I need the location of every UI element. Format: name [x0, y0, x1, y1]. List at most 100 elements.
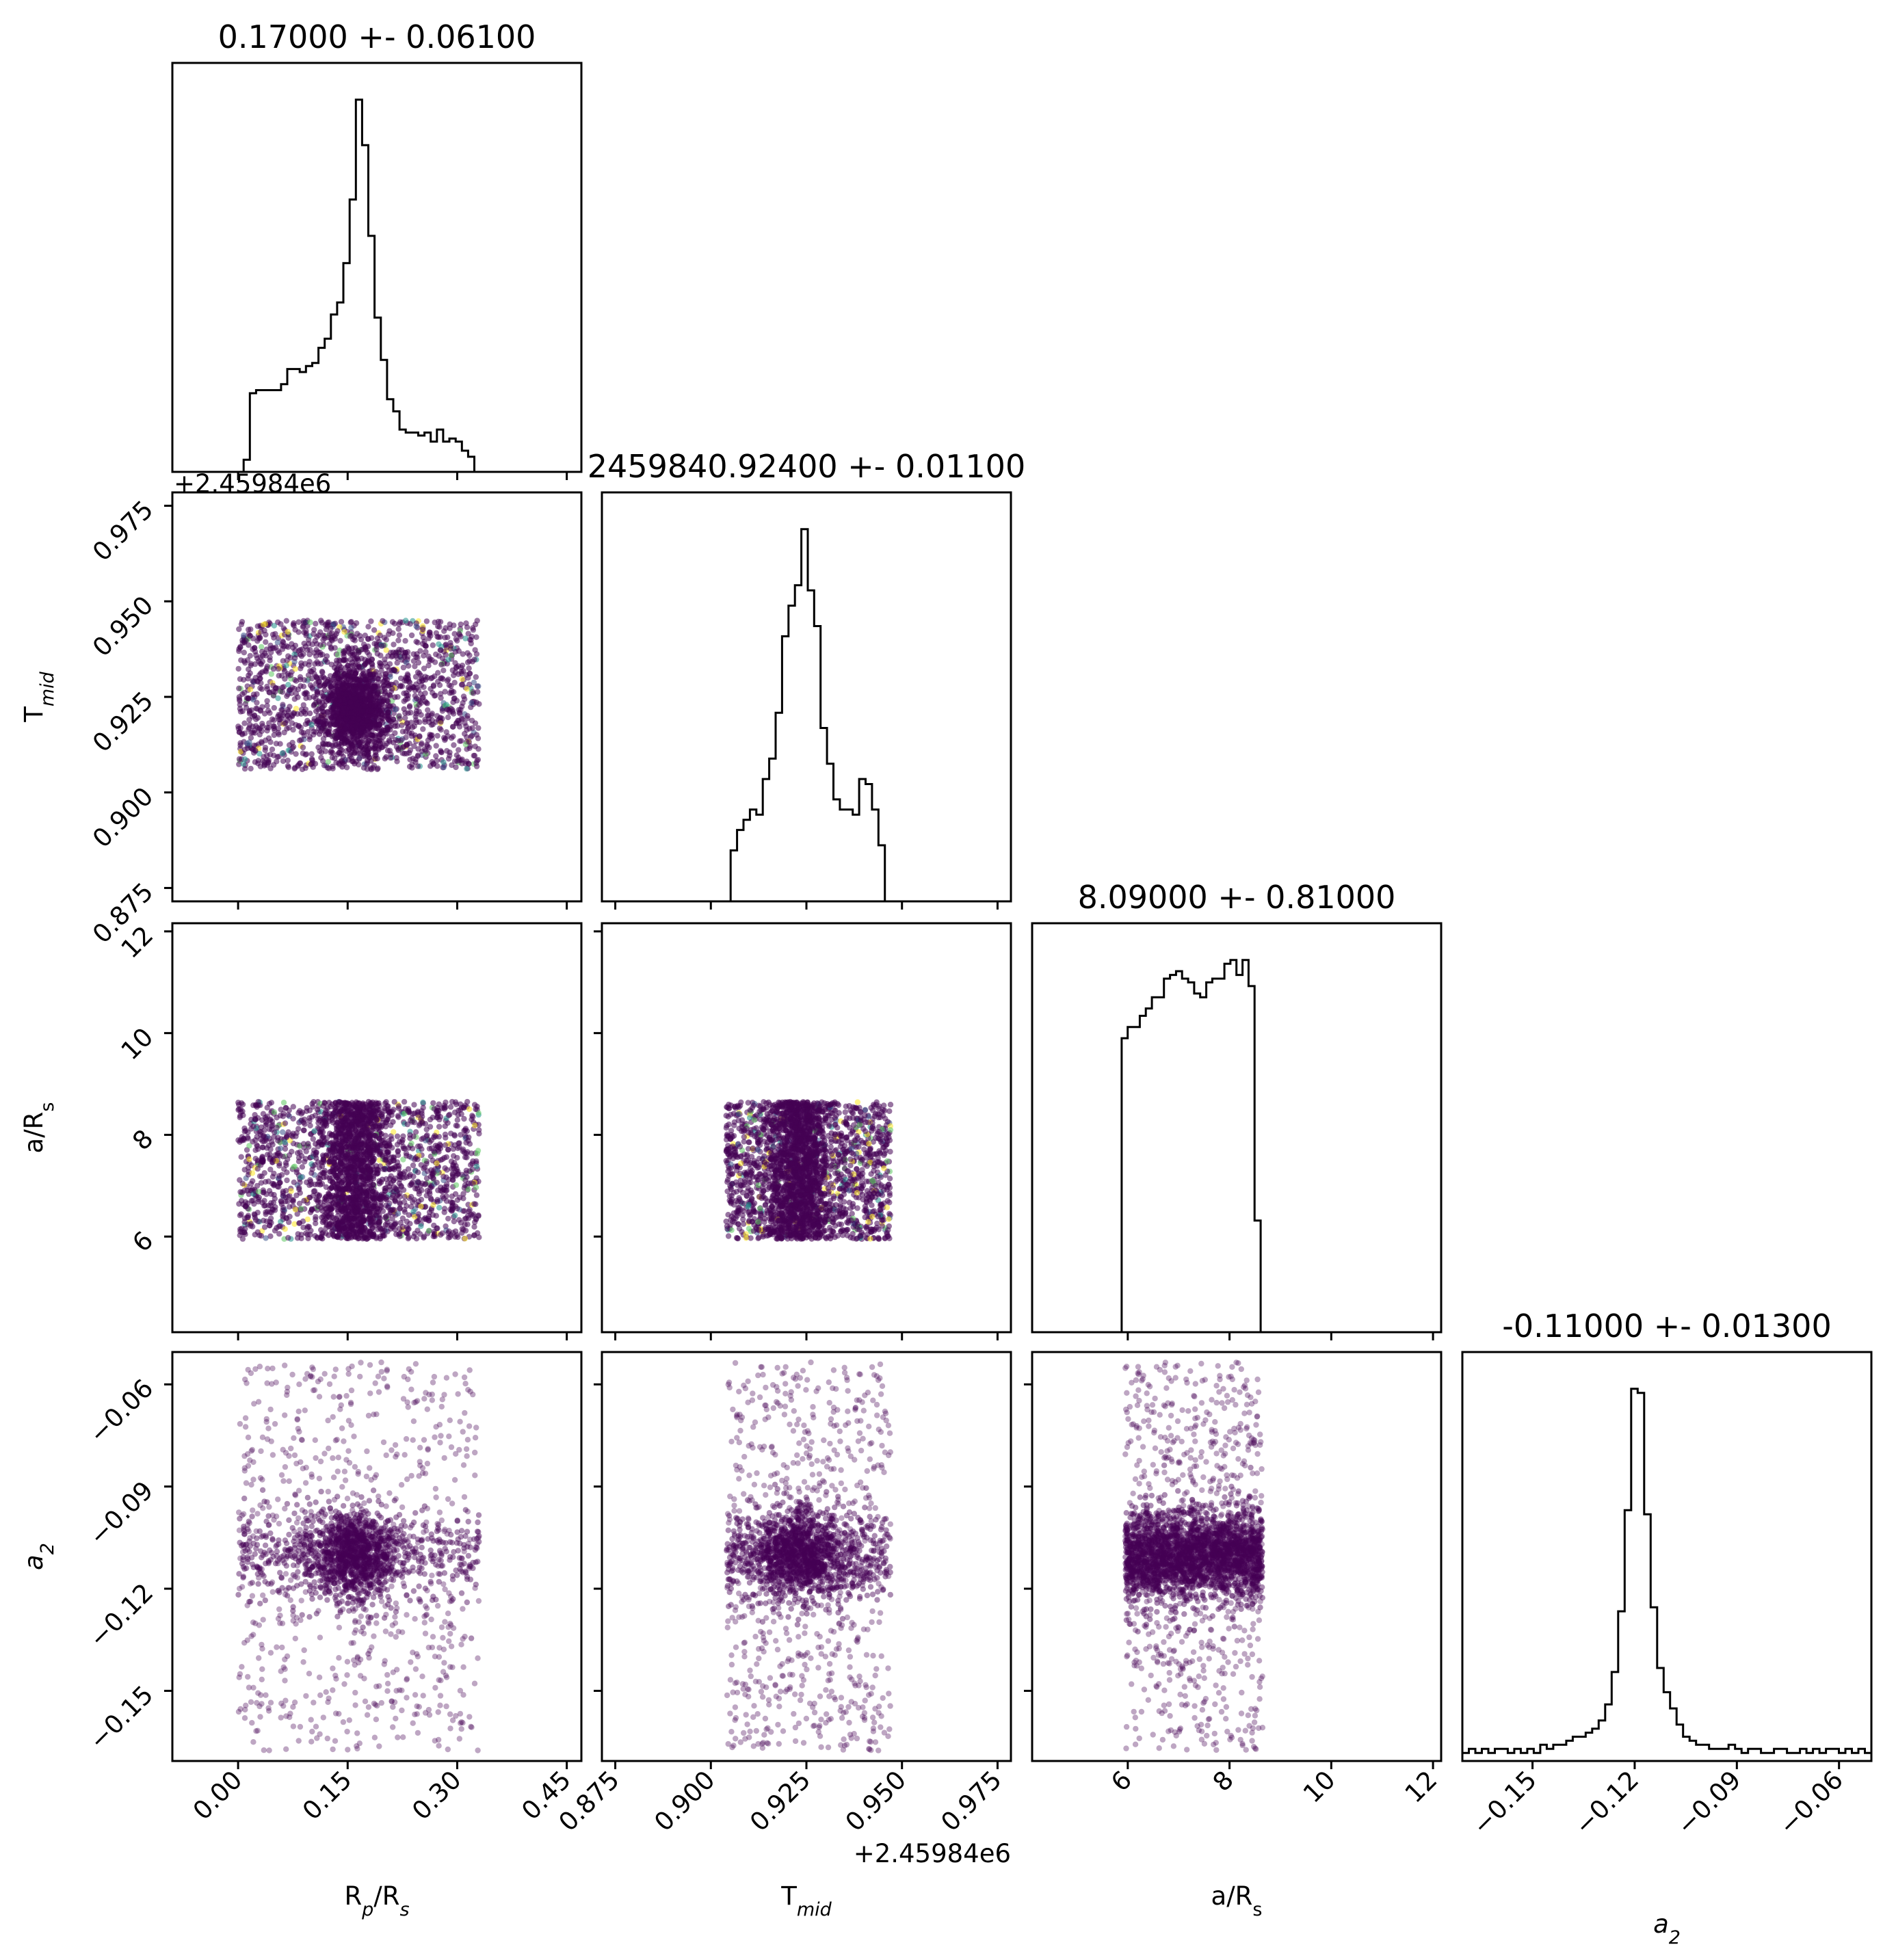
scatter-point	[383, 1156, 389, 1163]
scatter-point	[250, 1197, 256, 1204]
scatter-point	[243, 1128, 249, 1134]
scatter-point	[313, 1214, 319, 1220]
scatter-point	[317, 629, 324, 635]
scatter-point	[410, 651, 417, 657]
scatter-point	[386, 661, 393, 667]
scatter-point	[464, 1154, 470, 1161]
scatter-point	[460, 651, 466, 657]
scatter-point	[298, 1174, 304, 1180]
scatter-point	[290, 1197, 296, 1203]
scatter-point	[274, 1124, 280, 1131]
scatter-point	[473, 1184, 479, 1191]
scatter-point	[460, 693, 467, 700]
scatter-point	[267, 1146, 274, 1152]
scatter-point	[466, 1106, 473, 1113]
scatter-point	[358, 684, 365, 690]
scatter-point	[340, 754, 346, 760]
scatter-point	[438, 719, 444, 725]
scatter-point	[246, 1143, 252, 1149]
scatter-point	[272, 1204, 278, 1210]
scatter-point	[464, 686, 470, 692]
scatter-point	[471, 1223, 477, 1230]
scatter-point	[433, 1213, 439, 1219]
scatter-point	[453, 1182, 460, 1189]
scatter-point	[454, 1117, 460, 1123]
scatter-point	[286, 1152, 293, 1158]
scatter-point	[241, 650, 247, 656]
scatter-point	[269, 1174, 276, 1180]
scatter-point	[458, 757, 464, 764]
scatter-point	[285, 757, 291, 764]
scatter-point	[285, 763, 291, 769]
scatter-point	[241, 756, 248, 763]
scatter-point	[299, 1164, 306, 1170]
scatter-point	[238, 1211, 244, 1217]
scatter-point	[447, 625, 453, 631]
scatter-point	[441, 628, 447, 634]
scatter-point	[265, 1202, 272, 1209]
scatter-point	[475, 1212, 482, 1219]
scatter-point	[343, 726, 349, 732]
scatter-point	[252, 747, 259, 754]
scatter-point	[341, 739, 348, 746]
scatter-point	[245, 1206, 251, 1212]
scatter-point	[455, 1145, 461, 1152]
scatter-point	[247, 670, 253, 676]
scatter-point	[292, 642, 299, 649]
scatter-point	[391, 739, 397, 746]
scatter-point	[364, 757, 371, 764]
scatter-point	[442, 1165, 448, 1171]
scatter-point	[284, 726, 290, 732]
scatter-point	[307, 1209, 314, 1215]
scatter-point	[264, 752, 270, 758]
scatter-point	[419, 1180, 425, 1187]
scatter-point	[410, 1162, 417, 1169]
scatter-point	[417, 1121, 423, 1127]
scatter-point	[259, 739, 265, 745]
scatter-point	[418, 682, 425, 689]
scatter-point	[386, 628, 393, 634]
scatter-point	[353, 620, 360, 626]
scatter-point	[476, 1127, 482, 1133]
scatter-point	[341, 685, 347, 691]
scatter-point	[373, 752, 379, 758]
scatter-point	[423, 1175, 430, 1182]
scatter-point	[395, 1191, 401, 1198]
scatter-point	[259, 1174, 265, 1180]
scatter-point	[423, 618, 430, 624]
scatter-point	[430, 760, 436, 767]
scatter-point	[320, 693, 326, 699]
scatter-point	[344, 673, 350, 679]
scatter-point	[285, 1112, 291, 1118]
scatter-point	[306, 710, 313, 717]
scatter-point	[445, 1215, 451, 1222]
scatter-point	[353, 724, 359, 730]
scatter-point	[424, 1168, 431, 1174]
scatter-point	[279, 707, 285, 713]
scatter-point	[283, 1134, 290, 1140]
scatter-point	[412, 759, 419, 765]
scatter-point	[317, 642, 324, 648]
scatter-point	[378, 643, 385, 649]
scatter-point	[320, 674, 326, 680]
scatter-point	[431, 1148, 437, 1154]
scatter-point	[283, 1104, 289, 1111]
scatter-point	[469, 725, 475, 731]
scatter-point	[380, 618, 386, 624]
scatter-point	[266, 1100, 273, 1107]
scatter-point	[325, 758, 332, 765]
scatter-point	[445, 733, 451, 739]
scatter-point	[408, 1193, 414, 1200]
scatter-point	[391, 1099, 397, 1105]
scatter-point	[236, 1201, 242, 1207]
scatter-point	[427, 686, 434, 692]
scatter-point	[287, 672, 294, 678]
scatter-point	[241, 766, 248, 772]
scatter-point	[407, 756, 413, 763]
scatter-point	[330, 710, 337, 716]
scatter-point	[259, 723, 266, 729]
scatter-point	[241, 658, 248, 664]
scatter-point	[473, 651, 480, 657]
scatter-point	[395, 626, 401, 632]
scatter-point	[449, 1171, 456, 1177]
